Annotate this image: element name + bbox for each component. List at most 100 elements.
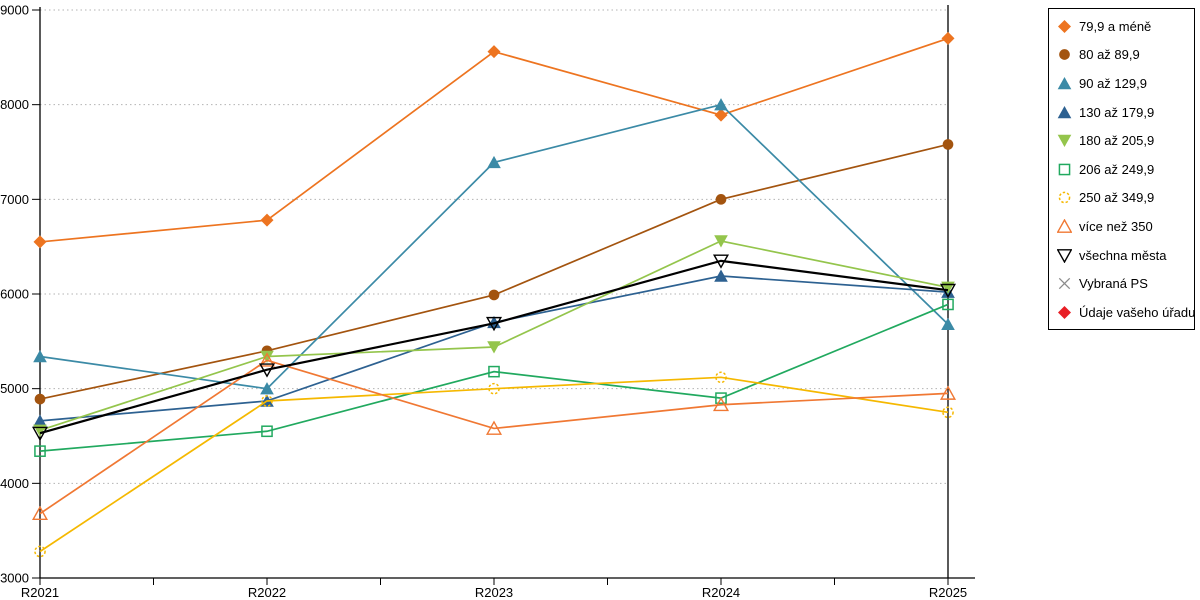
data-point-marker	[714, 269, 728, 282]
data-point-marker	[260, 382, 274, 395]
data-point-marker	[488, 289, 500, 301]
y-tick-label: 7000	[0, 192, 29, 207]
data-point-marker	[715, 371, 727, 384]
legend-label: 80 až 89,9	[1079, 47, 1140, 63]
y-tick-label: 8000	[0, 97, 29, 112]
legend-item: 90 až 129,9	[1049, 69, 1194, 98]
data-point-marker	[714, 108, 728, 122]
legend-item: 206 až 249,9	[1049, 155, 1194, 184]
legend-item: více než 350	[1049, 212, 1194, 241]
data-point-marker	[34, 393, 46, 405]
series-9	[31, 254, 957, 442]
legend-label: 130 až 179,9	[1079, 104, 1155, 120]
data-point-marker	[715, 392, 727, 404]
data-point-marker	[714, 98, 728, 111]
series-line	[39, 240, 949, 432]
legend-label: všechna města	[1079, 247, 1167, 263]
data-point-marker	[939, 283, 957, 299]
legend-marker-icon	[1057, 218, 1072, 233]
legend-marker-icon	[1059, 49, 1070, 61]
legend-item: Vybraná PS	[1049, 269, 1194, 298]
legend-item: Údaje vašeho úřadu	[1049, 298, 1195, 327]
data-point-marker	[712, 396, 730, 412]
legend-item: 250 až 349,9	[1049, 184, 1194, 213]
data-point-marker	[942, 406, 954, 419]
x-tick-label: R2023	[475, 585, 513, 600]
data-point-marker	[258, 363, 276, 378]
data-point-marker	[1059, 49, 1070, 61]
legend-marker-icon	[1057, 248, 1072, 263]
legend-label: 206 až 249,9	[1079, 161, 1155, 177]
data-point-marker	[34, 445, 46, 457]
data-point-marker	[942, 139, 954, 150]
series-3	[33, 98, 955, 395]
series-line	[39, 376, 949, 553]
y-tick-label: 3000	[0, 571, 29, 586]
data-point-marker	[941, 31, 955, 45]
series-1	[33, 31, 955, 249]
series-5	[33, 235, 955, 437]
legend-marker-icon	[1057, 105, 1072, 118]
series-7	[34, 371, 954, 558]
data-point-marker	[487, 155, 501, 169]
y-tick-label: 5000	[0, 381, 29, 396]
x-tick-label: R2021	[21, 585, 59, 600]
data-point-marker	[488, 365, 500, 378]
data-point-marker	[485, 420, 503, 435]
legend-label: 250 až 349,9	[1079, 190, 1155, 206]
series-2	[34, 139, 954, 405]
legend-label: Vybraná PS	[1079, 276, 1148, 292]
series-line	[39, 37, 949, 243]
x-tick-label: R2022	[248, 585, 286, 600]
data-point-marker	[1058, 277, 1071, 290]
legend-item: 79,9 a méně	[1049, 12, 1194, 41]
legend-item: 130 až 179,9	[1049, 98, 1194, 127]
legend-label: 79,9 a méně	[1079, 18, 1152, 34]
data-point-marker	[1057, 76, 1072, 90]
data-point-marker	[942, 298, 954, 311]
data-point-marker	[941, 317, 955, 331]
data-point-marker	[487, 45, 501, 59]
data-point-marker	[33, 235, 47, 249]
legend-marker-icon	[1057, 76, 1072, 90]
data-point-marker	[31, 426, 49, 442]
data-point-marker	[1058, 163, 1071, 176]
data-point-marker	[712, 254, 730, 269]
legend-label: více než 350	[1079, 218, 1153, 234]
data-point-marker	[939, 385, 957, 400]
legend-marker-icon	[1058, 192, 1071, 204]
data-point-marker	[1058, 19, 1071, 33]
series-line	[39, 259, 949, 435]
y-tick-label: 4000	[0, 476, 29, 491]
data-point-marker	[487, 341, 501, 354]
legend-label: 180 až 205,9	[1079, 133, 1155, 149]
legend-item: všechna města	[1049, 241, 1194, 270]
x-tick-label: R2024	[702, 585, 740, 600]
data-point-marker	[1057, 218, 1072, 233]
legend-marker-icon	[1058, 163, 1071, 176]
legend-marker-icon	[1058, 305, 1071, 319]
legend-item: 180 až 205,9	[1049, 126, 1194, 155]
data-point-marker	[260, 213, 274, 227]
data-point-marker	[485, 316, 503, 332]
series-6	[34, 298, 954, 457]
data-point-marker	[1057, 134, 1072, 148]
data-point-marker	[258, 352, 276, 367]
data-point-marker	[260, 350, 274, 363]
data-point-marker	[715, 194, 727, 205]
y-tick-label: 9000	[0, 3, 29, 18]
y-tick-label: 6000	[0, 287, 29, 302]
legend-label: 90 až 129,9	[1079, 75, 1147, 91]
legend-marker-icon	[1058, 277, 1071, 290]
data-point-marker	[261, 395, 273, 407]
series-8	[31, 352, 957, 521]
data-point-marker	[1057, 248, 1072, 263]
data-point-marker	[1058, 305, 1071, 319]
chart-legend: 79,9 a méně 80 až 89,9 90 až 129,9 130 až 1…	[1048, 8, 1195, 330]
data-point-marker	[714, 235, 728, 248]
data-point-marker	[31, 505, 49, 521]
series-line	[39, 303, 949, 452]
legend-marker-icon	[1057, 134, 1072, 148]
